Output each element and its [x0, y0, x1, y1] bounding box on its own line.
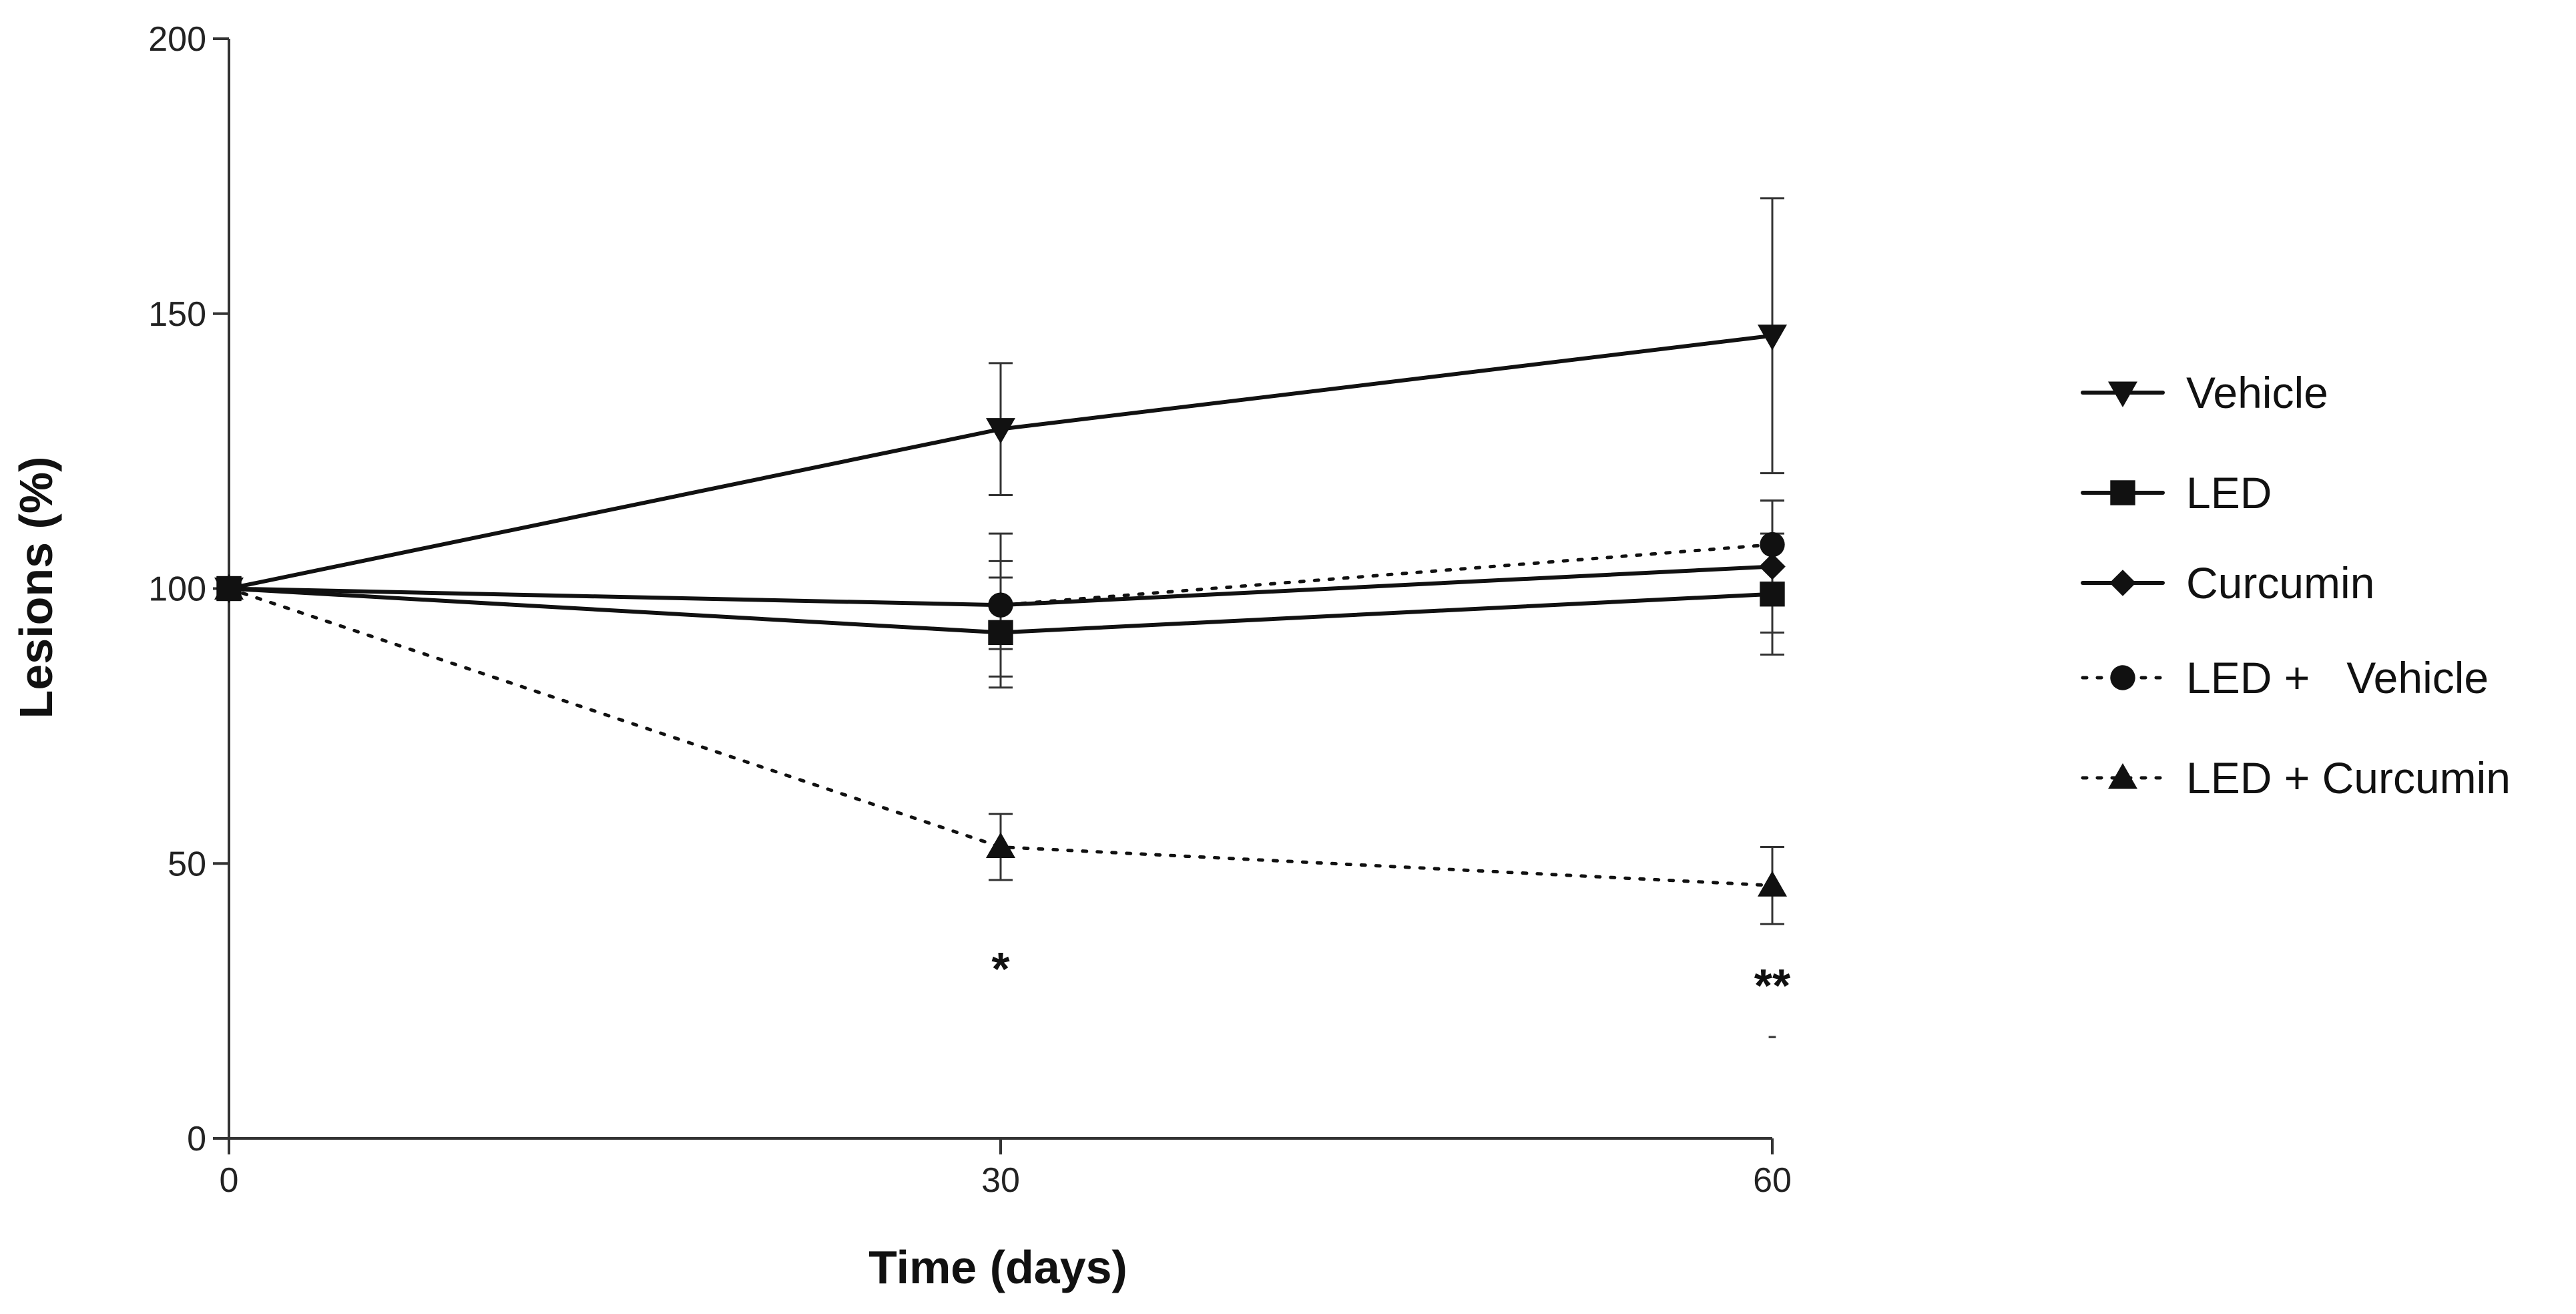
- error-bars: [989, 197, 1784, 925]
- data-point-led-curcumin: [214, 574, 244, 600]
- significance-annotation: -: [1768, 1019, 1778, 1052]
- legend-marker-led: [2110, 480, 2135, 505]
- data-point-led-vehicle: [1760, 531, 1785, 558]
- x-tick-label: 60: [1753, 1161, 1792, 1200]
- legend-label-curcumin: Curcumin: [2186, 558, 2374, 608]
- y-tick-label: 150: [148, 295, 206, 334]
- significance-annotation: **: [1754, 959, 1791, 1012]
- annotations: * **-: [991, 943, 1791, 1052]
- data-point-led-vehicle: [988, 592, 1013, 618]
- data-point-vehicle: [986, 418, 1015, 444]
- y-tick-label: 0: [187, 1120, 206, 1158]
- legend-label-led-curcumin: LED + Curcumin: [2186, 753, 2511, 803]
- data-point-led: [1760, 582, 1785, 607]
- x-tick-label: 0: [220, 1161, 239, 1200]
- legend: Vehicle LED Curcumin LED + Vehicle LED + Cur…: [2081, 368, 2511, 803]
- axes: 0 50 100 150 200 0 30 60: [148, 20, 1792, 1200]
- data-point-curcumin: [1759, 553, 1786, 580]
- data-point-led: [988, 620, 1013, 646]
- legend-label-vehicle: Vehicle: [2186, 368, 2328, 417]
- y-tick-label: 50: [168, 845, 206, 883]
- data-point-vehicle: [1758, 324, 1787, 351]
- series-markers: [214, 324, 1787, 897]
- legend-label-led: LED: [2186, 468, 2272, 517]
- y-tick-label: 100: [148, 570, 206, 609]
- data-point-led-curcumin: [1758, 871, 1787, 897]
- y-axis-title: Lesions (%): [10, 457, 62, 719]
- x-axis-title: Time (days): [868, 1241, 1127, 1293]
- significance-annotation: *: [991, 943, 1010, 995]
- y-tick-label: 200: [148, 20, 206, 59]
- legend-marker-curcumin: [2109, 570, 2136, 596]
- legend-marker-vehicle: [2108, 381, 2137, 407]
- data-point-led-curcumin: [986, 832, 1015, 859]
- legend-marker-led-vehicle: [2110, 665, 2135, 690]
- legend-label-led-vehicle: LED + Vehicle: [2186, 653, 2489, 702]
- x-tick-label: 30: [981, 1161, 1020, 1200]
- legend-marker-led-curcumin: [2108, 763, 2137, 789]
